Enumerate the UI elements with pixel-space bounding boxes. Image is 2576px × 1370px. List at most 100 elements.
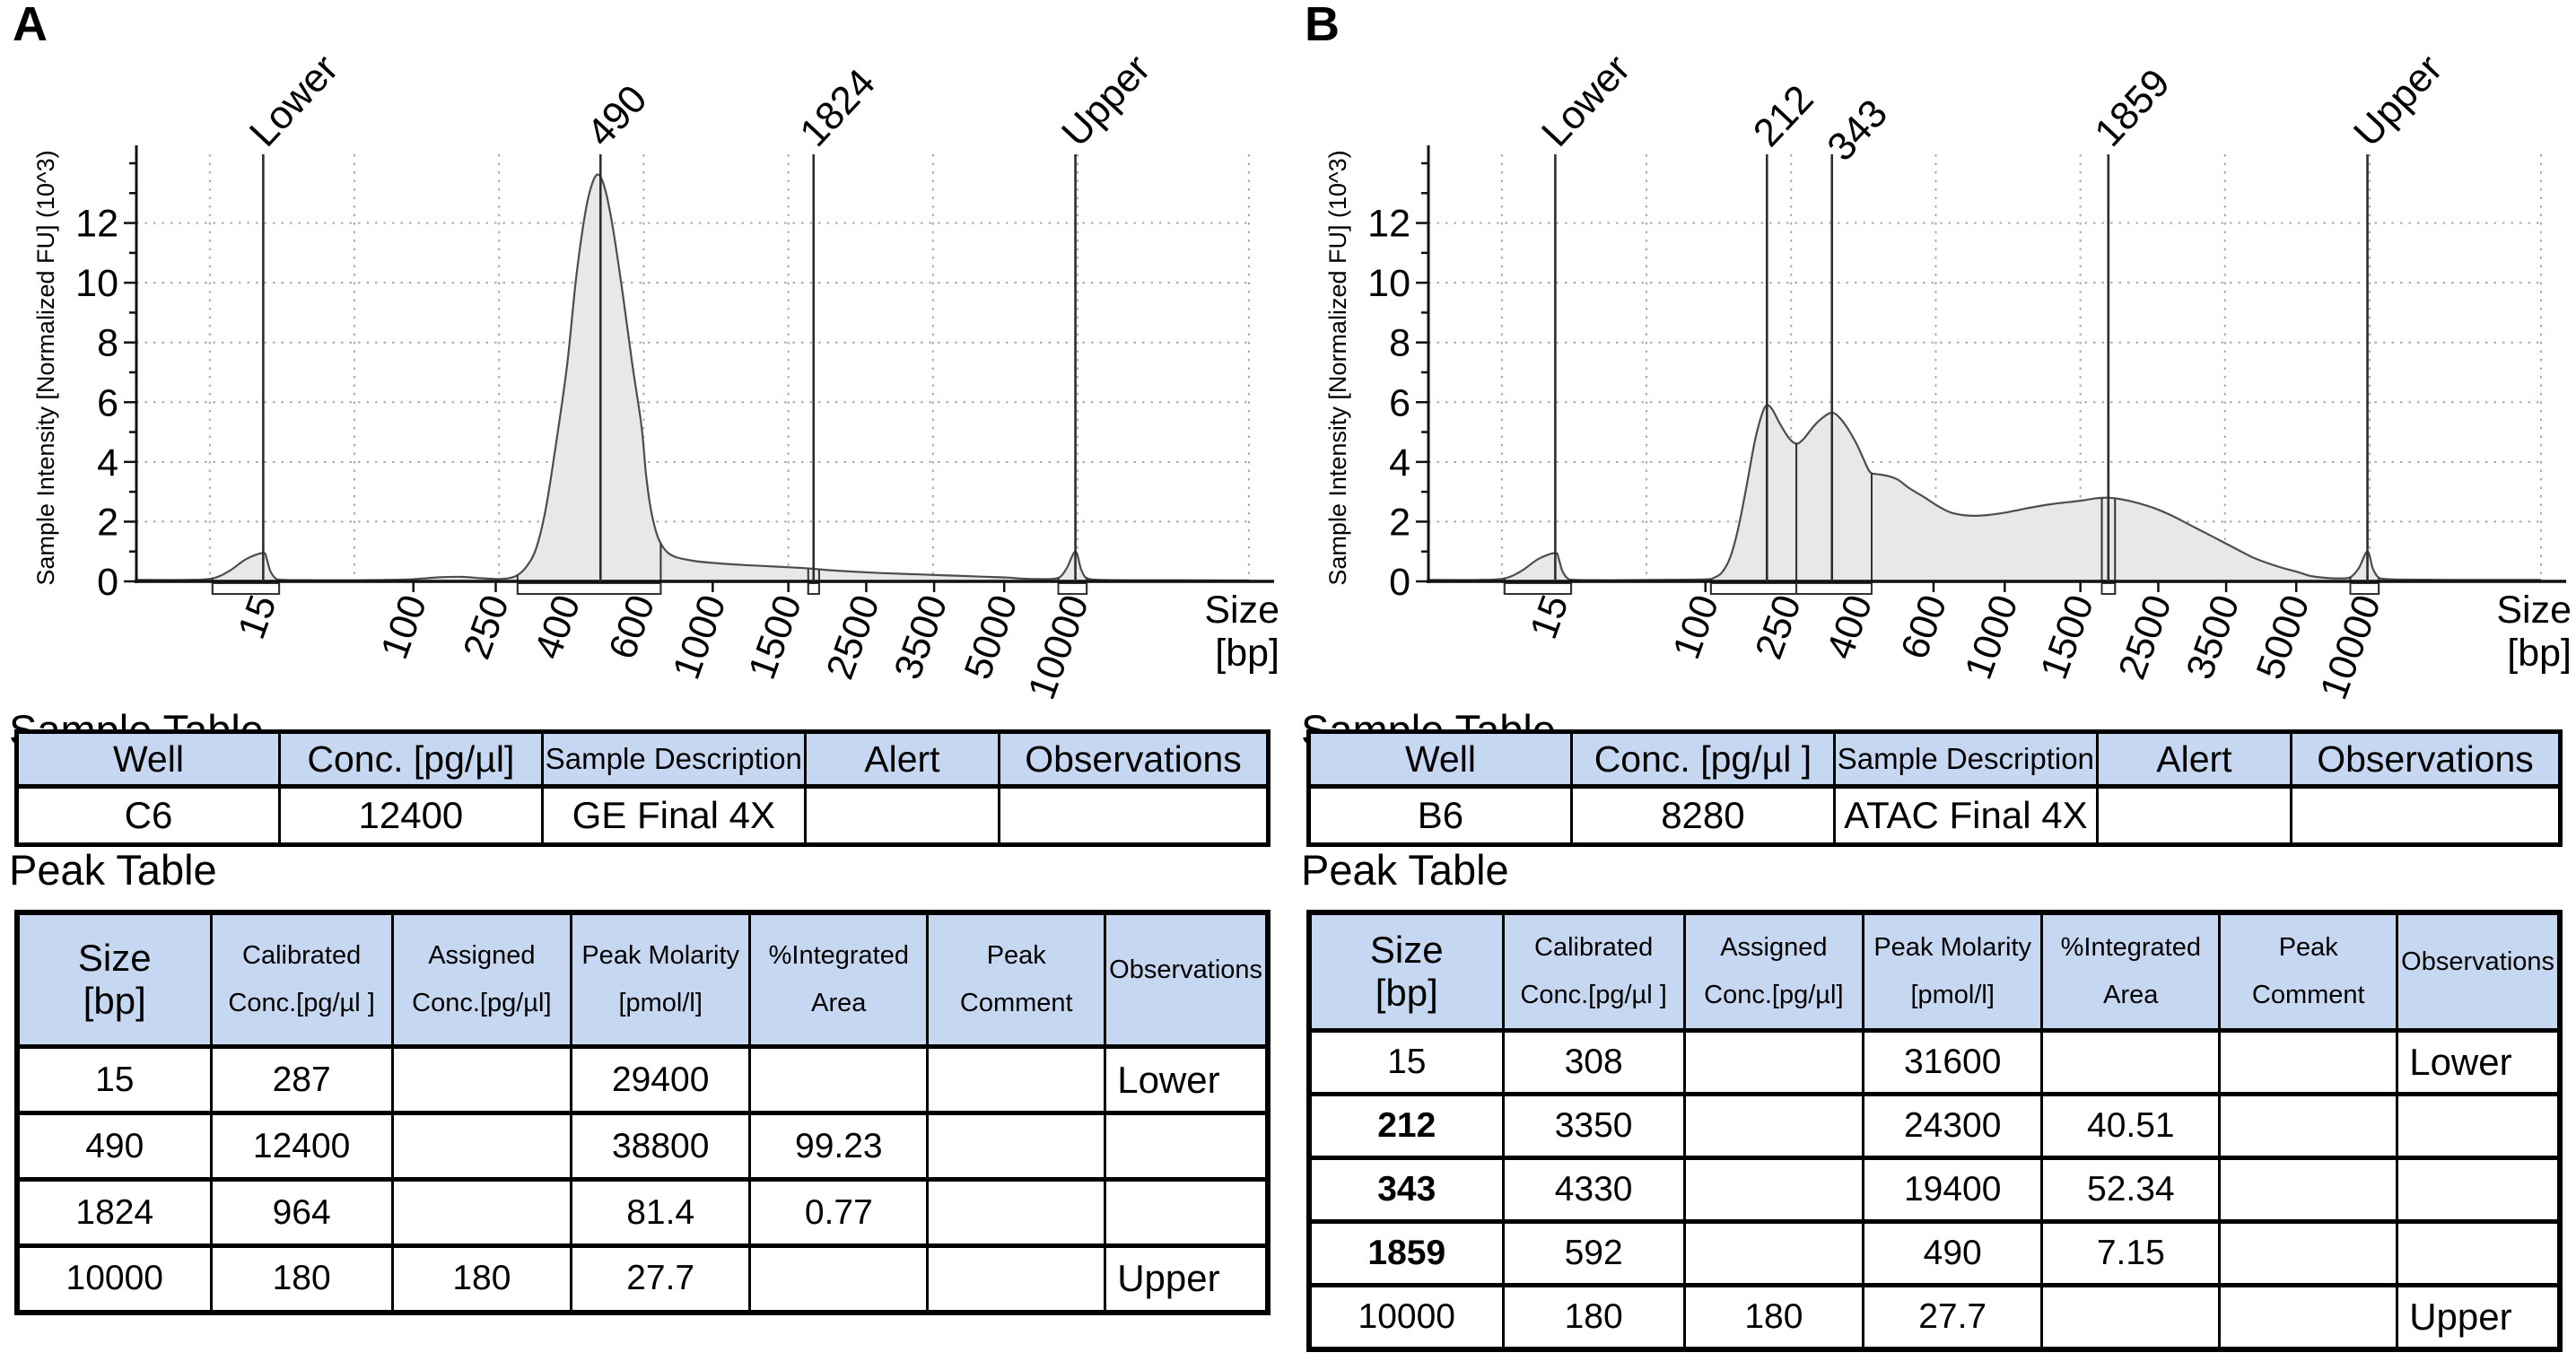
cell: 343 bbox=[1307, 1156, 1505, 1224]
cell: 29400 bbox=[570, 1044, 752, 1115]
x-tick-label: 1500 bbox=[2032, 589, 2102, 685]
column-header: Observations bbox=[1104, 911, 1270, 1049]
cell bbox=[998, 785, 1270, 846]
trace-outline bbox=[1428, 404, 2542, 581]
column-header-line: Comment bbox=[2251, 981, 2365, 1009]
column-header-line: Peak Molarity bbox=[581, 940, 740, 970]
column-header: Assigned Conc.[pg/µl] bbox=[390, 911, 573, 1049]
column-header: Size [bp] bbox=[1307, 911, 1505, 1033]
x-tick-label: 1500 bbox=[740, 589, 810, 685]
peak-table-heading: Peak Table bbox=[9, 846, 217, 894]
peak-marker-label: 1859 bbox=[2086, 61, 2179, 155]
panel-letter: B bbox=[1305, 0, 1340, 51]
cell: Upper bbox=[2396, 1283, 2562, 1351]
cell bbox=[803, 785, 1001, 846]
column-header-line: Calibrated bbox=[1534, 932, 1654, 962]
cell: 180 bbox=[209, 1243, 394, 1314]
peak-marker-label: Upper bbox=[2345, 47, 2451, 155]
y-tick-label: 8 bbox=[1389, 322, 1410, 365]
table-row: 343 4330 19400 52.34 bbox=[1307, 1156, 2562, 1224]
cell: 490 bbox=[1862, 1219, 2044, 1287]
column-header: Peak Molarity [pmol/l] bbox=[1862, 911, 2044, 1033]
trace-area bbox=[1428, 405, 2541, 581]
x-tick-label: 250 bbox=[1747, 589, 1810, 665]
table-row: 212 3350 24300 40.51 bbox=[1307, 1092, 2562, 1160]
peak-table: Size [bp] Calibrated Conc.[pg/µl ] Assigned C… bbox=[14, 910, 1271, 1315]
cell: 7.15 bbox=[2040, 1219, 2222, 1287]
column-header-line: [pmol/l] bbox=[1910, 981, 1995, 1009]
column-header-line: Peak bbox=[986, 940, 1046, 970]
y-tick-label: 6 bbox=[97, 381, 118, 424]
x-axis-title: [bp] bbox=[2507, 632, 2572, 675]
peak-marker-label: Lower bbox=[241, 47, 347, 155]
region-bracket bbox=[2100, 582, 2117, 595]
table-row: 1859 592 490 7.15 bbox=[1307, 1219, 2562, 1287]
column-header-line: Peak bbox=[2278, 932, 2338, 962]
sample-table-container: Well Conc. [pg/µl ] Sample Description Aler… bbox=[1306, 729, 2563, 847]
column-header: Calibrated Conc.[pg/µl ] bbox=[209, 911, 394, 1049]
region-bracket bbox=[211, 582, 281, 595]
column-header: Observations bbox=[998, 730, 1270, 789]
region-bracket bbox=[1057, 582, 1088, 595]
cell: 180 bbox=[1682, 1283, 1865, 1351]
cell bbox=[2218, 1219, 2399, 1287]
column-header: Size [bp] bbox=[15, 911, 213, 1049]
peak-marker-label: Upper bbox=[1053, 47, 1159, 155]
y-tick-label: 8 bbox=[97, 322, 118, 365]
column-header: Assigned Conc.[pg/µl] bbox=[1682, 911, 1865, 1033]
table-row: 15 308 31600 Lower bbox=[1307, 1028, 2562, 1096]
cell bbox=[2396, 1092, 2562, 1160]
x-tick-label: 600 bbox=[1893, 589, 1956, 665]
cell: 180 bbox=[1501, 1283, 1686, 1351]
column-header-line: Conc.[pg/µl ] bbox=[228, 989, 375, 1017]
column-header-line: [bp] bbox=[83, 980, 146, 1022]
cell: 40.51 bbox=[2040, 1092, 2222, 1160]
cell: 0.77 bbox=[748, 1177, 930, 1248]
column-header-line: Conc.[pg/µl] bbox=[412, 989, 552, 1017]
x-tick-label: 2500 bbox=[818, 589, 888, 685]
table-row: 10000 180 180 27.7 Upper bbox=[1307, 1283, 2562, 1351]
cell: B6 bbox=[1307, 785, 1573, 846]
cell: 4330 bbox=[1501, 1156, 1686, 1224]
cell: 24300 bbox=[1862, 1092, 2044, 1160]
cell bbox=[2290, 785, 2562, 846]
peak-marker-label: Lower bbox=[1533, 47, 1639, 155]
table-row: 490 12400 38800 99.23 bbox=[15, 1111, 1270, 1182]
cell bbox=[2218, 1156, 2399, 1224]
column-header: Calibrated Conc.[pg/µl ] bbox=[1501, 911, 1686, 1033]
region-bracket bbox=[807, 582, 820, 595]
region-bracket bbox=[1503, 582, 1573, 595]
column-header: Alert bbox=[803, 730, 1001, 789]
cell bbox=[748, 1044, 930, 1115]
column-header: Peak Comment bbox=[926, 911, 1107, 1049]
cell: 964 bbox=[209, 1177, 394, 1248]
cell bbox=[1104, 1177, 1270, 1248]
peak-marker-label: 490 bbox=[579, 77, 656, 155]
column-header-line: [bp] bbox=[1375, 972, 1438, 1014]
column-header-line: Assigned bbox=[1720, 932, 1828, 962]
cell bbox=[926, 1243, 1107, 1314]
y-tick-label: 4 bbox=[97, 441, 118, 484]
x-tick-label: 3500 bbox=[886, 589, 956, 685]
cell: C6 bbox=[15, 785, 281, 846]
x-tick-label: 10000 bbox=[2312, 589, 2389, 705]
cell: 27.7 bbox=[570, 1243, 752, 1314]
cell: ATAC Final 4X bbox=[1832, 785, 2099, 846]
peak-marker-label: 1824 bbox=[791, 61, 884, 155]
sample-table: Well Conc. [pg/µl] Sample Description Alert… bbox=[14, 729, 1271, 847]
y-tick-label: 2 bbox=[1389, 501, 1410, 544]
cell bbox=[2040, 1283, 2222, 1351]
x-tick-label: 400 bbox=[1819, 589, 1882, 665]
cell: 490 bbox=[15, 1111, 213, 1182]
cell: 38800 bbox=[570, 1111, 752, 1182]
cell: 592 bbox=[1501, 1219, 1686, 1287]
table-row: B6 8280 ATAC Final 4X bbox=[1307, 785, 2562, 846]
peak-marker-label: 343 bbox=[1819, 92, 1896, 170]
x-tick-label: 100 bbox=[1665, 589, 1728, 665]
column-header-line: %Integrated bbox=[2060, 932, 2201, 962]
column-header-line: Area bbox=[811, 989, 867, 1017]
y-tick-label: 10 bbox=[75, 262, 118, 305]
y-tick-label: 0 bbox=[1389, 561, 1410, 604]
cell: 12400 bbox=[209, 1111, 394, 1182]
